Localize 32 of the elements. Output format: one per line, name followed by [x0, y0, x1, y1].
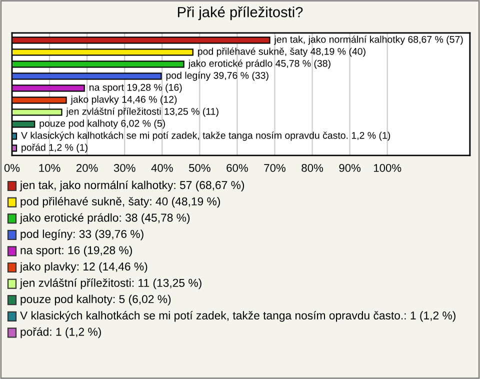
category-label: V klasických kalhotkách se mi potí zadek, takže tanga nosím opravdu často. 1,2 % (1) — [21, 132, 390, 141]
x-tick-label: 80% — [302, 164, 323, 172]
x-tick-label: 90% — [339, 164, 361, 172]
text: pořád: 1 (1,2 %) — [20, 327, 101, 338]
text: na sport: 16 (19,28 %) — [20, 246, 132, 257]
x-tick-label: 30% — [114, 164, 136, 172]
x-tick-label: 0% — [4, 164, 20, 172]
x-tick-label: 70% — [264, 164, 286, 172]
category-label: jako erotické prádlo 45,78 % (38) — [188, 60, 330, 69]
category-label: pod přiléhavé sukně, šaty 48,19 % (40) — [198, 48, 366, 57]
x-tick-label: 50% — [189, 164, 210, 172]
category-label: jako plavky 14,46 % (12) — [70, 96, 177, 105]
text: jako erotické prádlo: 38 (45,78 %) — [20, 213, 190, 224]
category-label: pod legíny 39,76 % (33) — [166, 72, 268, 81]
chart-title: Při jaké příležitosti? — [178, 6, 303, 20]
x-tick-label: 60% — [226, 164, 248, 172]
text: jako plavky: 12 (14,46 %) — [20, 262, 148, 273]
x-tick-label: 20% — [76, 164, 98, 172]
text: pod legíny: 33 (39,76 %) — [20, 230, 144, 240]
category-label: na sport 19,28 % (16) — [90, 84, 182, 93]
text: pouze pod kalhoty: 5 (6,02 %) — [20, 294, 171, 306]
category-label: pouze pod kalhoty 6,02 % (5) — [40, 120, 165, 129]
category-label: pořád 1,2 % (1) — [22, 144, 88, 153]
category-label: jen tak, jako normální kalhotky 68,67 % (57) — [274, 36, 463, 45]
x-tick-label: 40% — [151, 164, 173, 172]
text: jen zvláštní příležitosti: 11 (13,25 %) — [20, 278, 202, 290]
x-tick-label: 100% — [374, 164, 402, 172]
text: pod přiléhavé sukně, šaty: 40 (48,19 %) — [20, 196, 220, 208]
text: jen tak, jako normální kalhotky: 57 (68,67 %) — [20, 180, 244, 192]
text: V klasických kalhotkách se mi potí zadek, takže tanga nosím opravdu často.: 1 (1,2 %) — [20, 311, 456, 322]
x-tick-label: 10% — [39, 164, 60, 172]
category-label: jen zvláštní příležitosti 13,25 % (11) — [66, 108, 218, 117]
